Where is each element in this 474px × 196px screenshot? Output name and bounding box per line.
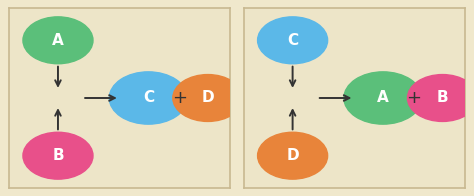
Text: C: C bbox=[287, 33, 298, 48]
Text: C: C bbox=[143, 91, 154, 105]
Text: B: B bbox=[437, 91, 448, 105]
Ellipse shape bbox=[23, 132, 93, 179]
Text: D: D bbox=[201, 91, 214, 105]
Ellipse shape bbox=[23, 17, 93, 64]
Ellipse shape bbox=[344, 72, 422, 124]
Text: +: + bbox=[172, 89, 187, 107]
Ellipse shape bbox=[408, 74, 474, 122]
Text: B: B bbox=[52, 148, 64, 163]
Text: A: A bbox=[377, 91, 389, 105]
Ellipse shape bbox=[257, 132, 328, 179]
Text: +: + bbox=[406, 89, 421, 107]
Ellipse shape bbox=[257, 17, 328, 64]
Ellipse shape bbox=[173, 74, 243, 122]
Ellipse shape bbox=[109, 72, 187, 124]
Text: D: D bbox=[286, 148, 299, 163]
Text: A: A bbox=[52, 33, 64, 48]
